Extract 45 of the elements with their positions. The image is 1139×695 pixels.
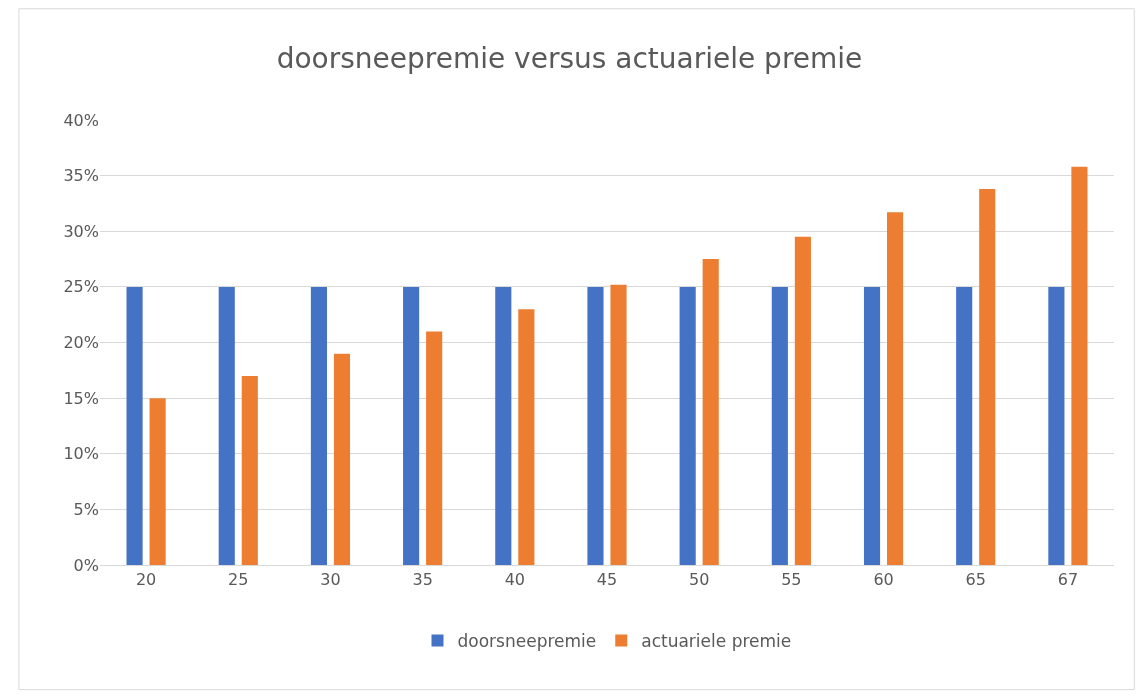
bar xyxy=(126,286,143,565)
bar xyxy=(771,286,788,565)
y-tick-label: 20% xyxy=(63,333,99,353)
y-tick-label: 40% xyxy=(63,110,99,130)
x-tick-label: 35 xyxy=(412,570,433,590)
bar xyxy=(863,286,881,565)
x-tick-label: 60 xyxy=(873,570,894,590)
y-tick-label: 5% xyxy=(73,499,99,519)
bar xyxy=(587,286,604,565)
x-tick-label: 67 xyxy=(1057,570,1079,590)
y-tick-label: 10% xyxy=(63,444,99,464)
x-tick-label: 30 xyxy=(320,570,341,590)
bar xyxy=(1048,286,1065,565)
bar xyxy=(241,375,258,565)
bar xyxy=(495,286,512,565)
bar xyxy=(956,286,973,565)
x-tick-label: 65 xyxy=(965,570,986,590)
bar xyxy=(794,236,811,565)
bar xyxy=(702,259,719,565)
y-tick-label: 35% xyxy=(63,166,99,186)
bar xyxy=(979,188,996,565)
bar xyxy=(1071,166,1088,565)
x-tick-label: 20 xyxy=(135,570,157,590)
bar xyxy=(218,286,235,565)
bar xyxy=(887,212,904,565)
x-tick-label: 40 xyxy=(504,570,525,590)
y-tick-label: 25% xyxy=(63,277,99,297)
legend-label: doorsneepremie xyxy=(457,631,597,652)
bar xyxy=(426,331,443,565)
bar xyxy=(610,284,627,565)
bar xyxy=(518,309,535,565)
x-tick-label: 55 xyxy=(781,570,802,590)
bar xyxy=(333,353,351,565)
x-tick-label: 25 xyxy=(228,570,249,590)
y-tick-label: 15% xyxy=(63,388,99,408)
bar xyxy=(310,286,327,565)
legend-label: actuariele premie xyxy=(641,631,792,652)
chart-title: doorsneepremie versus actuariele premie xyxy=(276,42,863,76)
x-tick-label: 45 xyxy=(596,570,618,590)
y-tick-label: 30% xyxy=(63,221,99,241)
bar xyxy=(403,286,420,565)
x-tick-label: 50 xyxy=(689,570,710,590)
bar xyxy=(149,398,166,565)
bar xyxy=(679,286,696,565)
y-tick-label: 0% xyxy=(73,555,99,575)
